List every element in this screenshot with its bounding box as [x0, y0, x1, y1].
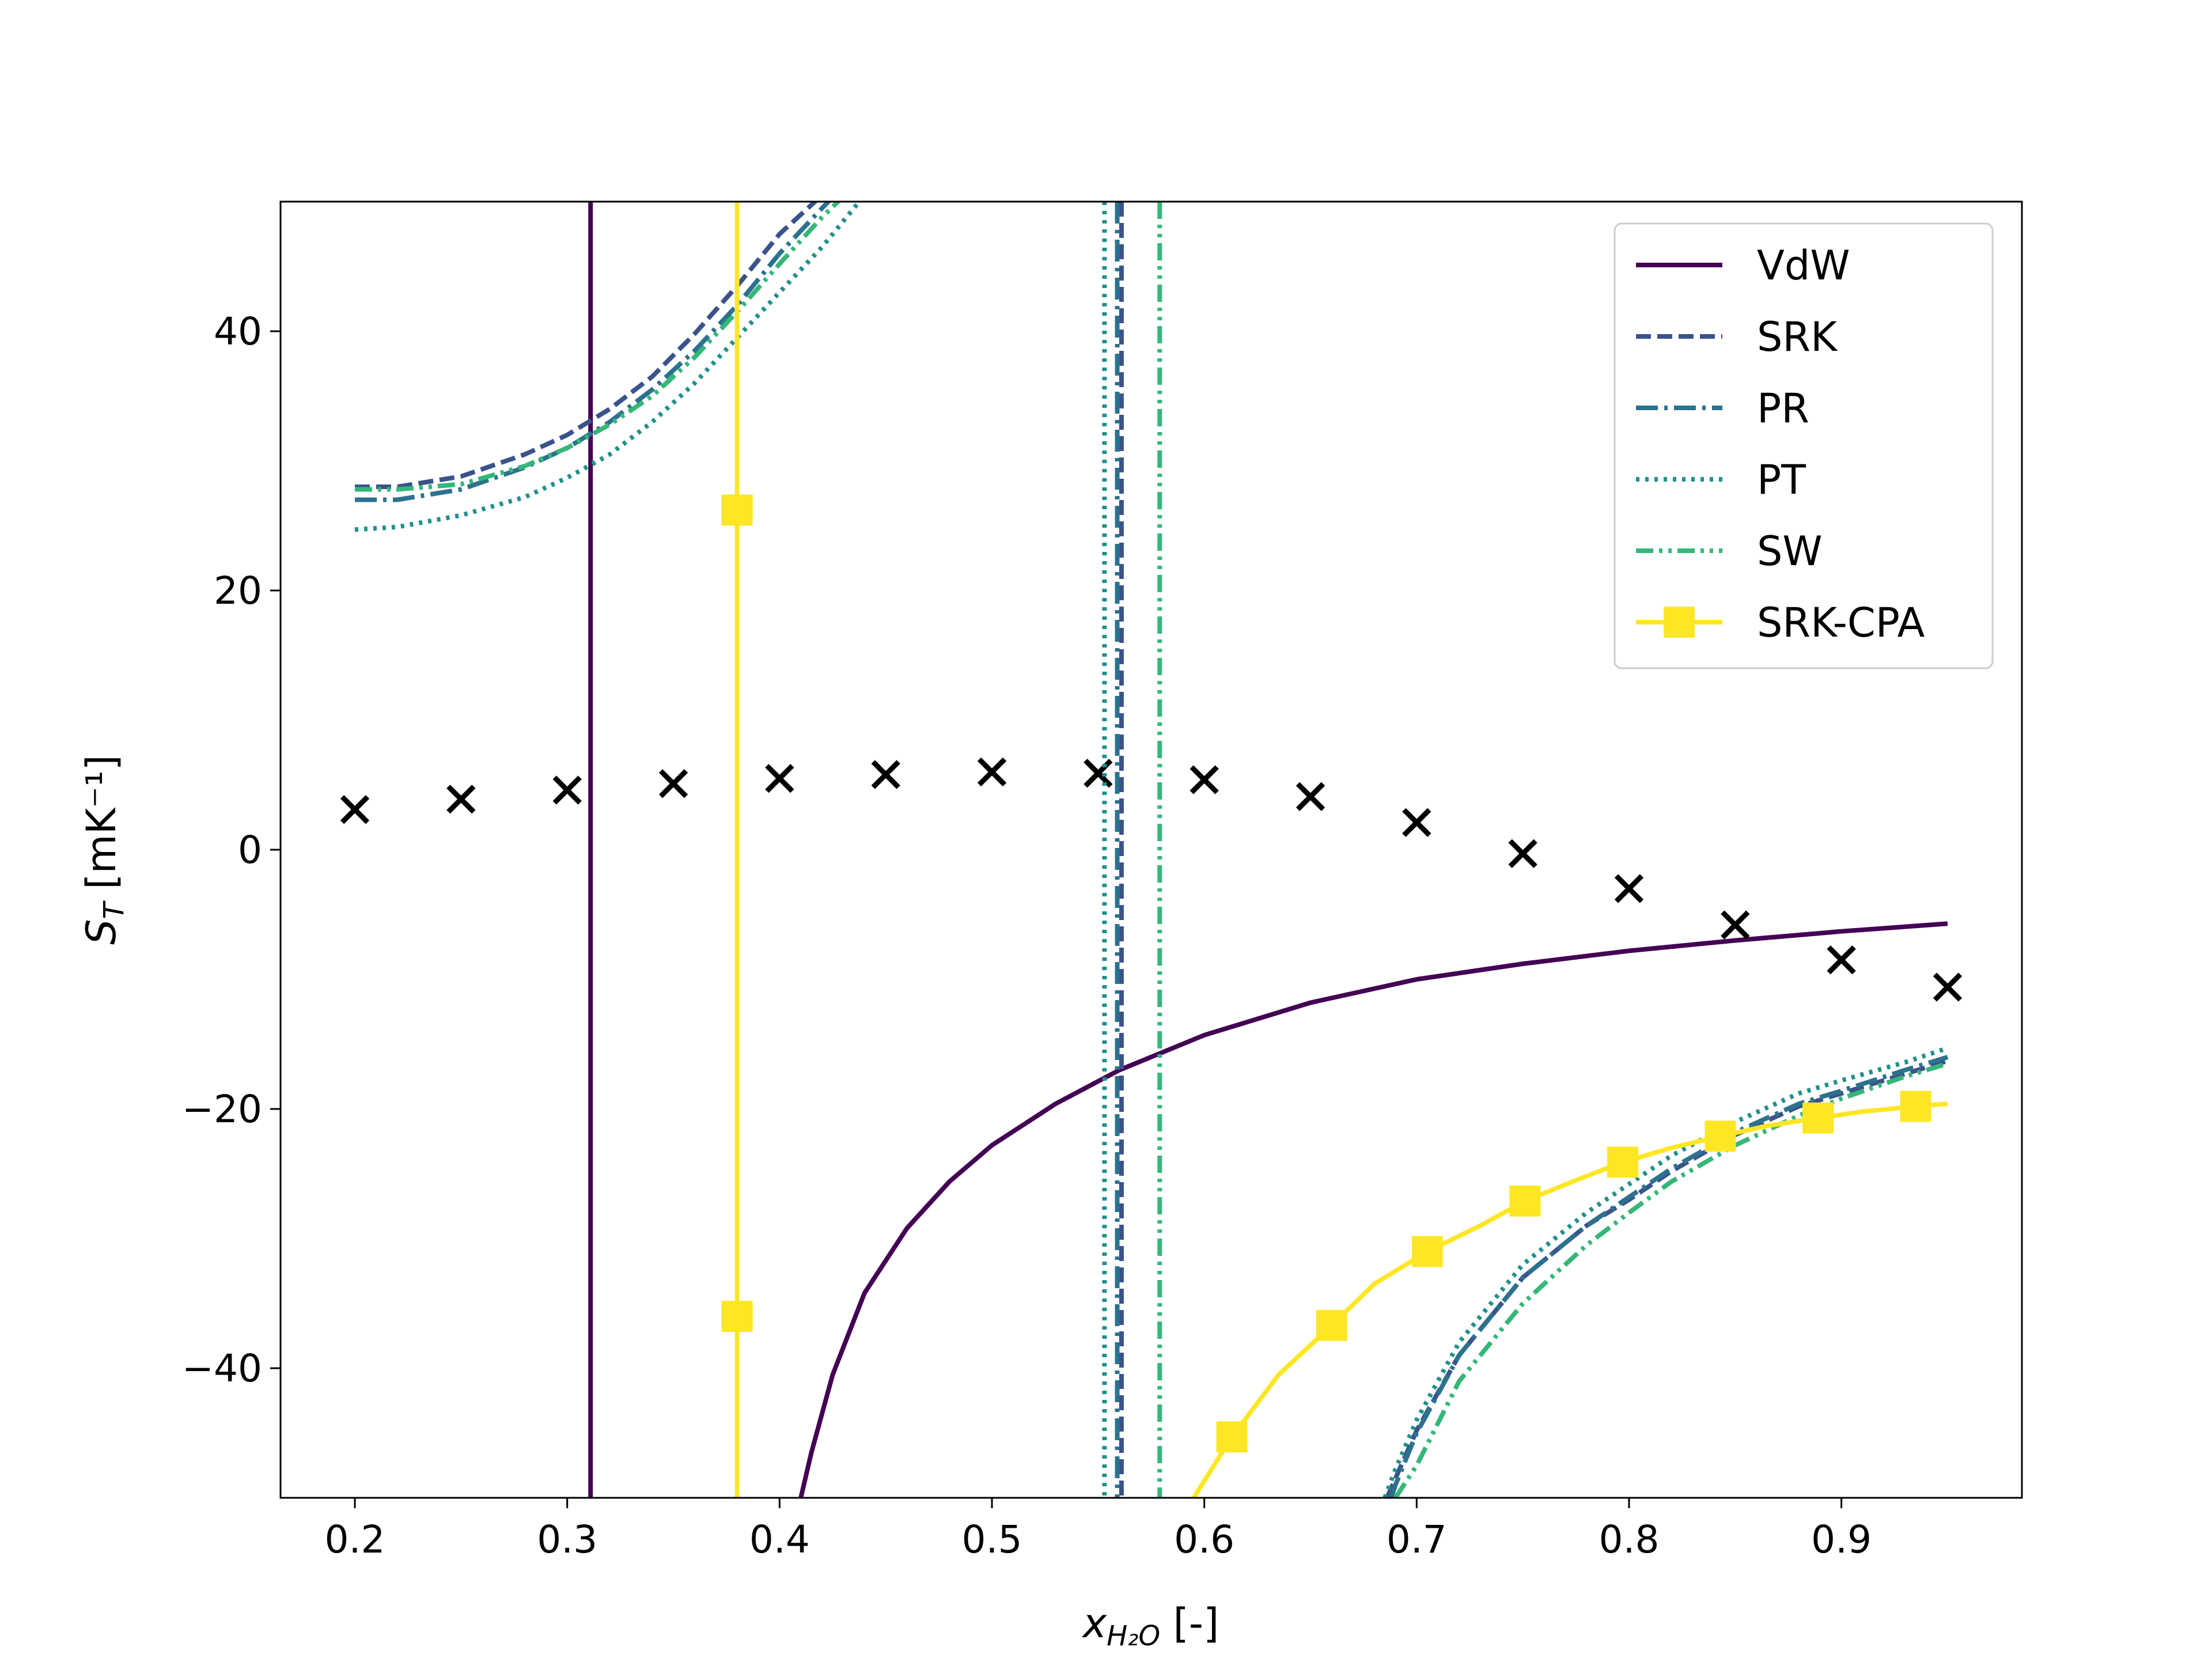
x-tick-label: 0.4	[749, 1517, 810, 1562]
legend-item-pt: PT	[1636, 456, 1806, 503]
data-point-measured	[446, 785, 476, 814]
x-tick-label: 0.9	[1811, 1517, 1872, 1562]
data-point-measured	[340, 795, 370, 824]
series-line-pt	[1382, 1046, 1949, 1498]
data-point-measured	[1190, 765, 1219, 794]
series-pt	[354, 202, 1949, 1498]
series-line-pr	[355, 202, 832, 502]
data-point-srk-cpa	[1316, 1309, 1347, 1341]
series-vdw	[588, 202, 1948, 1498]
x-tick-label: 0.5	[962, 1517, 1022, 1562]
x-tick-label: 0.6	[1174, 1517, 1234, 1562]
series-line-vdw	[798, 921, 1948, 1498]
legend-label-pr: PR	[1757, 385, 1809, 432]
y-tick-label: 20	[214, 569, 262, 613]
series-pr	[355, 202, 1949, 1498]
data-point-srk-cpa	[1411, 1236, 1443, 1267]
y-axis-label: ST [mK⁻¹]	[78, 755, 130, 945]
data-point-measured	[1614, 874, 1644, 903]
measured-data	[340, 757, 1963, 1002]
data-point-srk-cpa	[1216, 1421, 1248, 1453]
data-point-measured	[977, 757, 1007, 787]
x-axis-label: xH₂O [-]	[1082, 1600, 1219, 1652]
data-point-measured	[871, 760, 900, 789]
series-line-pt	[354, 202, 862, 532]
data-point-measured	[1296, 782, 1325, 811]
data-point-measured	[1721, 910, 1750, 940]
legend-item-vdw: VdW	[1636, 242, 1850, 289]
series-line-srk	[355, 202, 819, 489]
data-point-srk-cpa	[1705, 1120, 1736, 1152]
legend-label-vdw: VdW	[1757, 242, 1850, 289]
data-point-srk-cpa	[1802, 1102, 1834, 1134]
data-point-srk-cpa	[721, 494, 753, 526]
legend-label-srk: SRK	[1757, 313, 1838, 361]
series-line-sw	[1393, 1061, 1949, 1498]
data-point-srk-cpa	[1900, 1091, 1931, 1122]
series-sw	[355, 202, 1949, 1498]
x-tick-label: 0.3	[537, 1517, 597, 1562]
legend-label-sw: SW	[1757, 528, 1823, 575]
data-point-measured	[765, 764, 794, 793]
data-point-measured	[1933, 972, 1963, 1002]
tick-layer: 0.2 0.3 0.4 0.5 0.6 0.7 0.8 0.9 −40 −20 0 20 40	[182, 309, 1872, 1562]
y-tick-label: −20	[182, 1087, 262, 1131]
data-point-measured	[1402, 808, 1431, 837]
legend-item-sw: SW	[1636, 528, 1823, 575]
legend-label-srk-cpa: SRK-CPA	[1757, 599, 1925, 646]
series-layer	[340, 202, 1963, 1498]
data-point-measured	[552, 775, 582, 805]
x-tick-label: 0.8	[1599, 1517, 1659, 1562]
data-point-measured	[1508, 839, 1537, 868]
x-tick-label: 0.2	[325, 1517, 385, 1562]
legend: VdW SRK PR PT SW SRK-CPA	[1613, 222, 1994, 669]
y-tick-label: 0	[238, 828, 262, 872]
data-point-measured	[1827, 945, 1856, 975]
legend-item-srk: SRK	[1636, 313, 1838, 361]
series-line-pr	[1389, 1055, 1949, 1498]
data-point-srk-cpa	[1509, 1185, 1541, 1217]
series-srk-cpa	[721, 202, 1948, 1498]
legend-item-pr: PR	[1636, 385, 1809, 432]
data-point-measured	[658, 769, 688, 798]
y-tick-label: 40	[214, 309, 262, 354]
data-point-srk-cpa	[1607, 1146, 1638, 1178]
x-tick-label: 0.7	[1387, 1517, 1447, 1562]
y-tick-label: −40	[182, 1346, 262, 1391]
legend-marker-srk-cpa	[1664, 607, 1695, 638]
legend-label-pt: PT	[1757, 456, 1806, 503]
legend-item-srk-cpa: SRK-CPA	[1636, 599, 1925, 646]
series-line-sw	[355, 202, 842, 492]
data-point-srk-cpa	[721, 1301, 753, 1332]
